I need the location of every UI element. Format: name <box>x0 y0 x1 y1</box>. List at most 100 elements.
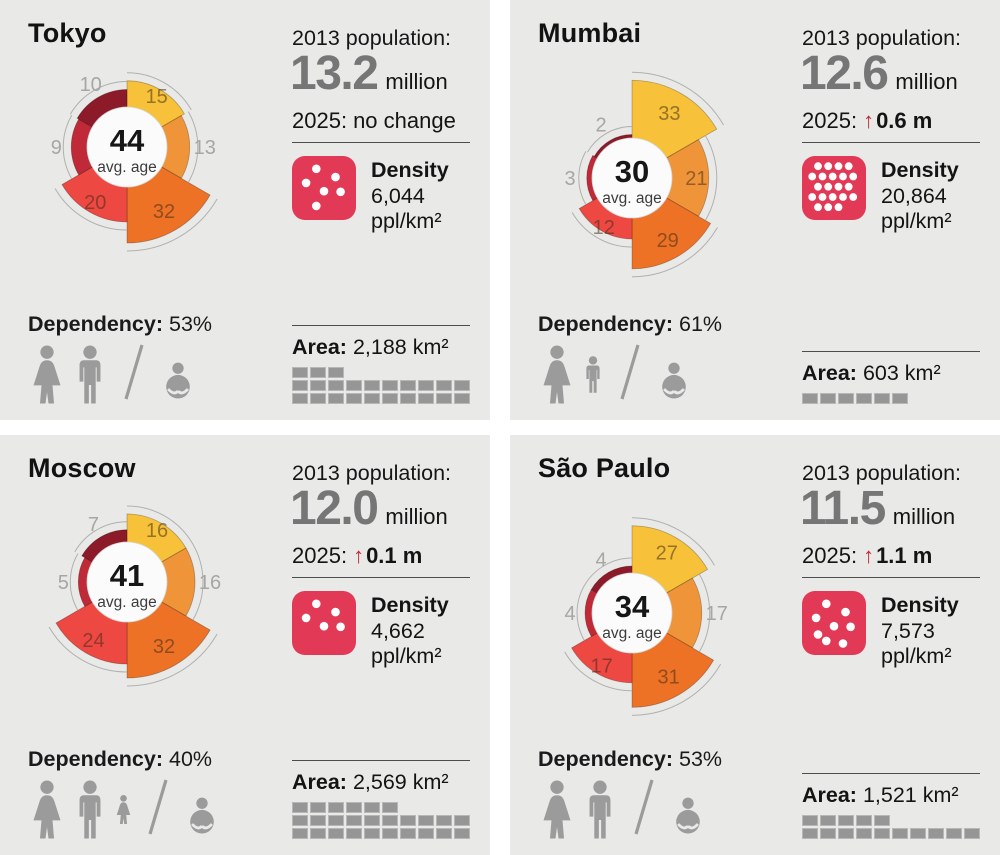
density-dot <box>824 182 833 191</box>
area-value: 1,521 km² <box>862 783 959 807</box>
density-title: Density <box>881 593 959 617</box>
baby-icon <box>190 797 214 834</box>
segment-label: 9 <box>51 137 62 159</box>
forecast-label: 2025: <box>292 543 348 568</box>
baby-icon <box>166 362 190 399</box>
stats-column: 2013 population: 11.5 million 2025: ↑1.1 m… <box>800 435 980 855</box>
density-dot <box>818 172 827 181</box>
density-dot <box>849 193 858 201</box>
woman-icon <box>33 780 61 839</box>
dependency-value: 53% <box>169 312 213 336</box>
area-square <box>310 815 326 826</box>
area-value: 2,188 km² <box>352 335 449 359</box>
area-label: Area: <box>802 361 857 385</box>
area-block: Area: 1,521 km² <box>802 773 980 839</box>
area-square-row <box>292 367 470 378</box>
woman-icon <box>543 345 571 404</box>
partial-man-icon-clip <box>581 342 605 404</box>
area-square <box>346 802 362 813</box>
density-block: Density 6,044 ppl/km² <box>292 156 449 235</box>
area-square <box>454 380 470 391</box>
area-square <box>436 815 452 826</box>
area-square <box>820 815 836 826</box>
density-dot <box>814 203 822 212</box>
forecast-line: 2025: ↑0.1 m <box>292 543 422 569</box>
city-title: Moscow <box>28 453 136 483</box>
area-square <box>328 393 344 404</box>
density-dot <box>824 203 833 212</box>
density-dots-icon <box>808 162 858 212</box>
dependency-icons <box>28 342 195 404</box>
segment-label: 4 <box>595 549 606 571</box>
area-square <box>382 815 398 826</box>
forecast-line: 2025: ↑0.6 m <box>802 108 932 134</box>
population-value: 11.5 <box>800 482 886 535</box>
chart-center-disc <box>591 137 673 219</box>
density-dot <box>844 162 853 171</box>
density-dot <box>808 172 817 181</box>
density-dot <box>838 639 848 648</box>
density-dot <box>828 193 837 201</box>
area-square <box>292 393 308 404</box>
area-square <box>910 828 926 839</box>
projection-arc <box>187 111 199 183</box>
area-label: Area: <box>292 335 347 359</box>
dependency-icons <box>538 342 691 404</box>
segment-label: 10 <box>80 74 102 96</box>
density-block: Density 20,864 ppl/km² <box>802 156 959 235</box>
area-block: Area: 603 km² <box>802 351 980 404</box>
segment-label: 32 <box>153 636 175 658</box>
area-square <box>436 828 452 839</box>
density-badge <box>802 591 866 655</box>
population-row: 13.2 million <box>290 46 448 101</box>
segment-label: 31 <box>657 666 679 688</box>
density-dots-icon <box>301 164 345 211</box>
density-unit: ppl/km² <box>371 644 442 668</box>
population-label: 2013 population: <box>292 461 452 485</box>
dependency-value: 53% <box>679 747 723 771</box>
projection-arc <box>631 663 722 716</box>
population-label: 2013 population: <box>802 461 962 485</box>
population-row: 12.0 million <box>290 481 448 536</box>
population-unit: million <box>892 504 956 529</box>
avg-age-value: 44 <box>110 123 145 158</box>
density-unit: ppl/km² <box>881 209 952 233</box>
projection-arc <box>62 114 73 180</box>
area-square <box>964 828 980 839</box>
projection-arc <box>583 557 633 586</box>
population-label: 2013 population: <box>802 26 962 50</box>
projection-arc <box>126 505 194 545</box>
area-value: 2,569 km² <box>352 770 449 794</box>
slash-icon <box>124 344 144 400</box>
density-dot <box>828 172 837 181</box>
avg-age-label: avg. age <box>97 594 156 611</box>
population-row: 11.5 million <box>800 481 955 536</box>
man-icon <box>79 780 101 839</box>
projection-arc <box>54 188 128 231</box>
density-dot <box>839 172 847 181</box>
density-text: Density 6,044 ppl/km² <box>371 156 449 235</box>
population-unit: million <box>385 69 448 94</box>
density-dot <box>834 162 843 171</box>
up-arrow-icon: ↑ <box>863 543 875 568</box>
area-square <box>328 367 344 378</box>
area-square <box>418 828 434 839</box>
forecast-value: no change <box>353 108 456 133</box>
woman-icon <box>33 345 61 404</box>
chart-center-disc <box>86 541 168 623</box>
density-dot <box>844 182 853 191</box>
area-square <box>292 828 308 839</box>
area-square <box>418 393 434 404</box>
woman-icon <box>543 780 571 839</box>
man-icon <box>586 356 600 393</box>
density-block: Density 4,662 ppl/km² <box>292 591 449 670</box>
density-badge <box>292 591 356 655</box>
area-square <box>382 393 398 404</box>
density-dot <box>336 622 345 632</box>
area-square <box>874 815 890 826</box>
density-dot <box>841 607 850 617</box>
density-dot <box>312 599 321 609</box>
area-square <box>310 802 326 813</box>
population-value: 12.6 <box>800 47 889 100</box>
density-value: 20,864 <box>881 183 947 208</box>
